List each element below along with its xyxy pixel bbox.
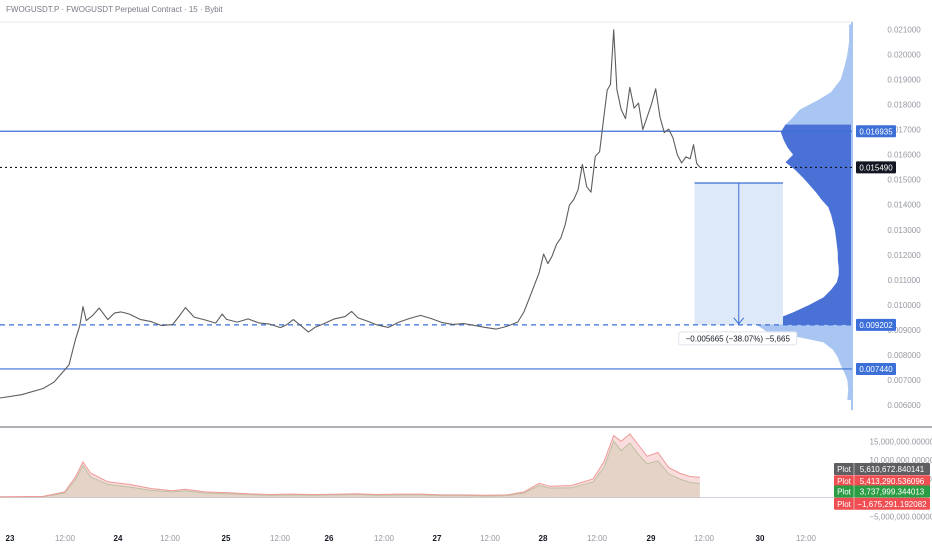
osc-value-badge: Plot 3,737,999.344013: [834, 485, 930, 498]
osc-badge-bg: [834, 497, 930, 510]
osc-value-badge: Plot 5,610,672.840141: [834, 463, 930, 475]
x-axis-tick: 12:00: [587, 534, 608, 543]
y-axis-tick: 0.010000: [887, 301, 921, 310]
osc-y-axis-tick: 15,000,000.000000: [870, 437, 932, 446]
measure-label-box: [678, 331, 798, 346]
osc-series-red-line: [0, 433, 700, 498]
level-badge-text: 0.009202: [859, 321, 893, 330]
x-axis-tick: 12:00: [480, 534, 501, 543]
osc-badge-bg: [834, 475, 930, 488]
osc-series-green-fill: [0, 441, 700, 498]
x-axis-tick: 27: [433, 534, 442, 543]
level-badge: 0.009202: [856, 318, 896, 331]
osc-y-axis-tick: −5,000,000.000000: [869, 512, 932, 521]
x-axis-tick: 12:00: [160, 534, 181, 543]
y-axis-tick: 0.015000: [887, 176, 921, 185]
osc-badge-name: Plot: [837, 477, 852, 486]
osc-series-green-line: [0, 440, 700, 498]
y-axis-tick: 0.014000: [887, 201, 921, 210]
y-axis-tick: 0.012000: [887, 251, 921, 260]
osc-badge-value: −1,675,291.192082: [857, 500, 927, 509]
osc-value-badge: Plot −1,675,291.192082: [834, 497, 930, 510]
y-axis-tick: 0.017000: [887, 126, 921, 135]
y-axis-tick: 0.011000: [888, 276, 921, 285]
osc-badge-bg: [834, 485, 930, 498]
y-axis-tick: 0.007000: [887, 376, 921, 385]
osc-badge-value: 5,413,290.536096: [860, 477, 925, 486]
level-badge-bg: [856, 161, 896, 174]
y-axis-tick: 0.019000: [887, 76, 921, 85]
y-axis-tick: 0.016000: [887, 151, 921, 160]
x-axis-tick: 12:00: [694, 534, 715, 543]
y-axis-tick: 0.013000: [887, 226, 921, 235]
x-axis-tick: 23: [6, 534, 15, 543]
volume-profile-upper: [780, 24, 852, 133]
osc-badge-value: 5,610,672.840141: [860, 465, 925, 474]
y-axis-tick: 0.008000: [887, 351, 921, 360]
osc-badge-name: Plot: [837, 487, 852, 496]
level-badge: 0.015490: [856, 161, 896, 174]
level-badge-bg: [856, 362, 896, 375]
level-badge: 0.007440: [856, 362, 896, 375]
x-axis-tick: 12:00: [796, 534, 817, 543]
level-badge: 0.016935: [856, 125, 896, 138]
volume-profile-lower: [757, 324, 852, 400]
osc-badge-name: Plot: [837, 465, 852, 474]
x-axis-tick: 29: [647, 534, 656, 543]
x-axis-tick: 12:00: [374, 534, 395, 543]
osc-y-axis-tick: 10,000,000.000000: [870, 456, 932, 465]
x-axis-tick: 25: [222, 534, 231, 543]
osc-badge-name: Plot: [837, 500, 852, 509]
x-axis-tick: 12:00: [270, 534, 291, 543]
y-axis-tick: 0.006000: [887, 401, 921, 410]
volume-profile-value-area: [757, 124, 852, 333]
x-axis-tick: 24: [114, 534, 123, 543]
y-axis-tick: 0.020000: [887, 51, 921, 60]
osc-value-badge: Plot 5,413,290.536096: [834, 475, 930, 488]
x-axis-tick: 12:00: [55, 534, 76, 543]
x-axis-tick: 26: [325, 534, 334, 543]
level-badge-bg: [856, 318, 896, 331]
osc-series-red-fill: [0, 433, 700, 498]
chart-header-title: FWOGUSDT.P · FWOGUSDT Perpetual Contract…: [6, 5, 223, 14]
level-badge-text: 0.015490: [859, 163, 893, 172]
measure-label-text: −0.005665 (−38.07%) −5,665: [686, 334, 791, 343]
osc-badge-bg: [834, 463, 930, 475]
x-axis-tick: 30: [756, 534, 765, 543]
measure-label: −0.005665 (−38.07%) −5,665: [678, 331, 798, 346]
y-axis-tick: 0.018000: [887, 101, 921, 110]
price-series-line: [0, 29, 701, 399]
level-badge-bg: [856, 125, 896, 138]
y-axis-tick: 0.009000: [887, 326, 921, 335]
y-axis-tick: 0.021000: [887, 26, 921, 35]
measure-arrow-head: [733, 317, 745, 325]
x-axis-tick: 28: [539, 534, 548, 543]
level-badge-text: 0.016935: [859, 127, 893, 136]
level-badge-text: 0.007440: [859, 365, 893, 374]
osc-badge-value: 3,737,999.344013: [860, 487, 925, 496]
